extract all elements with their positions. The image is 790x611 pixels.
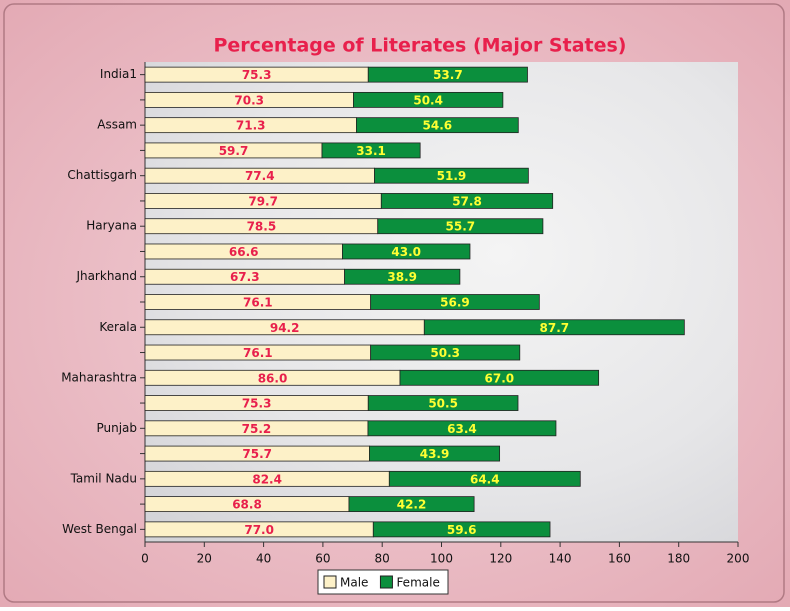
bar-segment [380, 193, 554, 209]
data-label: 94.2 [270, 321, 300, 335]
data-label: 67.3 [230, 270, 260, 284]
x-tick-label: 40 [256, 552, 271, 566]
data-label: 64.4 [470, 472, 500, 486]
data-label: 75.3 [242, 397, 272, 411]
data-label: 76.1 [243, 296, 273, 310]
data-label: 42.2 [397, 498, 427, 512]
y-tick-label: Kerala [99, 320, 137, 334]
data-label: 33.1 [356, 144, 386, 158]
data-label: 56.9 [440, 296, 470, 310]
bar-segment [423, 319, 685, 336]
data-label: 82.4 [252, 472, 282, 486]
y-tick-label: India1 [100, 67, 137, 81]
legend-swatch [379, 575, 393, 589]
data-label: 77.4 [245, 169, 275, 183]
bar-segment [353, 91, 504, 108]
data-label: 59.7 [219, 144, 249, 158]
data-label: 50.3 [430, 346, 460, 360]
x-tick-label: 20 [197, 552, 212, 566]
bar-segment [348, 496, 475, 513]
x-tick-label: 160 [608, 552, 631, 566]
y-tick-label: Maharashtra [61, 370, 137, 384]
y-tick-label: Tamil Nadu [70, 471, 137, 485]
data-label: 78.5 [247, 220, 277, 234]
legend-swatch [323, 575, 337, 589]
bar-segment [399, 369, 600, 386]
bar-segment [321, 142, 421, 159]
x-tick-label: 120 [489, 552, 512, 566]
x-tick-label: 200 [727, 552, 750, 566]
bar-segment [367, 66, 528, 83]
data-label: 77.0 [244, 523, 274, 537]
data-label: 43.9 [420, 447, 450, 461]
data-label: 57.8 [452, 194, 482, 208]
data-label: 51.9 [437, 169, 467, 183]
x-tick-label: 80 [375, 552, 390, 566]
y-tick-label: Chattisgarh [67, 168, 137, 182]
frame [3, 3, 785, 603]
bar-segment [369, 445, 501, 462]
bar-segment [388, 470, 581, 487]
data-label: 75.3 [242, 68, 272, 82]
data-label: 59.6 [447, 523, 477, 537]
data-label: 75.7 [242, 447, 272, 461]
data-label: 38.9 [387, 270, 417, 284]
bar-segment [342, 243, 471, 260]
data-label: 67.0 [485, 371, 515, 385]
bar-segment [356, 117, 519, 134]
data-label: 66.6 [229, 245, 259, 259]
y-tick-label: Haryana [86, 219, 137, 233]
bar-segment [370, 294, 540, 310]
data-label: 68.8 [232, 498, 262, 512]
data-label: 63.4 [447, 422, 477, 436]
y-tick-label: West Bengal [62, 522, 137, 536]
x-tick-label: 140 [549, 552, 572, 566]
x-tick-label: 100 [430, 552, 453, 566]
bar-segment [374, 167, 529, 184]
bar-segment [344, 268, 461, 285]
y-tick-label: Punjab [96, 421, 137, 435]
y-tick-label: Assam [97, 118, 137, 132]
bar-segment [372, 521, 551, 538]
data-label: 87.7 [540, 321, 570, 335]
data-label: 71.3 [236, 119, 266, 133]
data-label: 70.3 [234, 93, 264, 107]
data-label: 55.7 [446, 220, 476, 234]
data-label: 50.4 [413, 93, 443, 107]
chart-title: Percentage of Literates (Major States) [214, 35, 627, 57]
bar-segment [367, 420, 557, 437]
legend-label: Female [396, 576, 439, 590]
data-label: 43.0 [391, 245, 421, 259]
data-label: 79.7 [248, 194, 278, 208]
data-label: 50.5 [428, 397, 458, 411]
data-label: 53.7 [433, 68, 463, 82]
y-tick-label: Jharkhand [75, 269, 137, 283]
bar-segment [367, 395, 519, 411]
legend-label: Male [340, 576, 368, 590]
x-tick-label: 180 [667, 552, 690, 566]
data-label: 86.0 [258, 371, 288, 385]
legend: Male Female [317, 569, 449, 595]
data-label: 75.2 [242, 422, 272, 436]
data-label: 54.6 [423, 119, 453, 133]
bar-segment [370, 344, 521, 361]
x-tick-label: 0 [141, 552, 149, 566]
x-tick-label: 60 [315, 552, 330, 566]
bar-segment [377, 218, 544, 235]
data-label: 76.1 [243, 346, 273, 360]
